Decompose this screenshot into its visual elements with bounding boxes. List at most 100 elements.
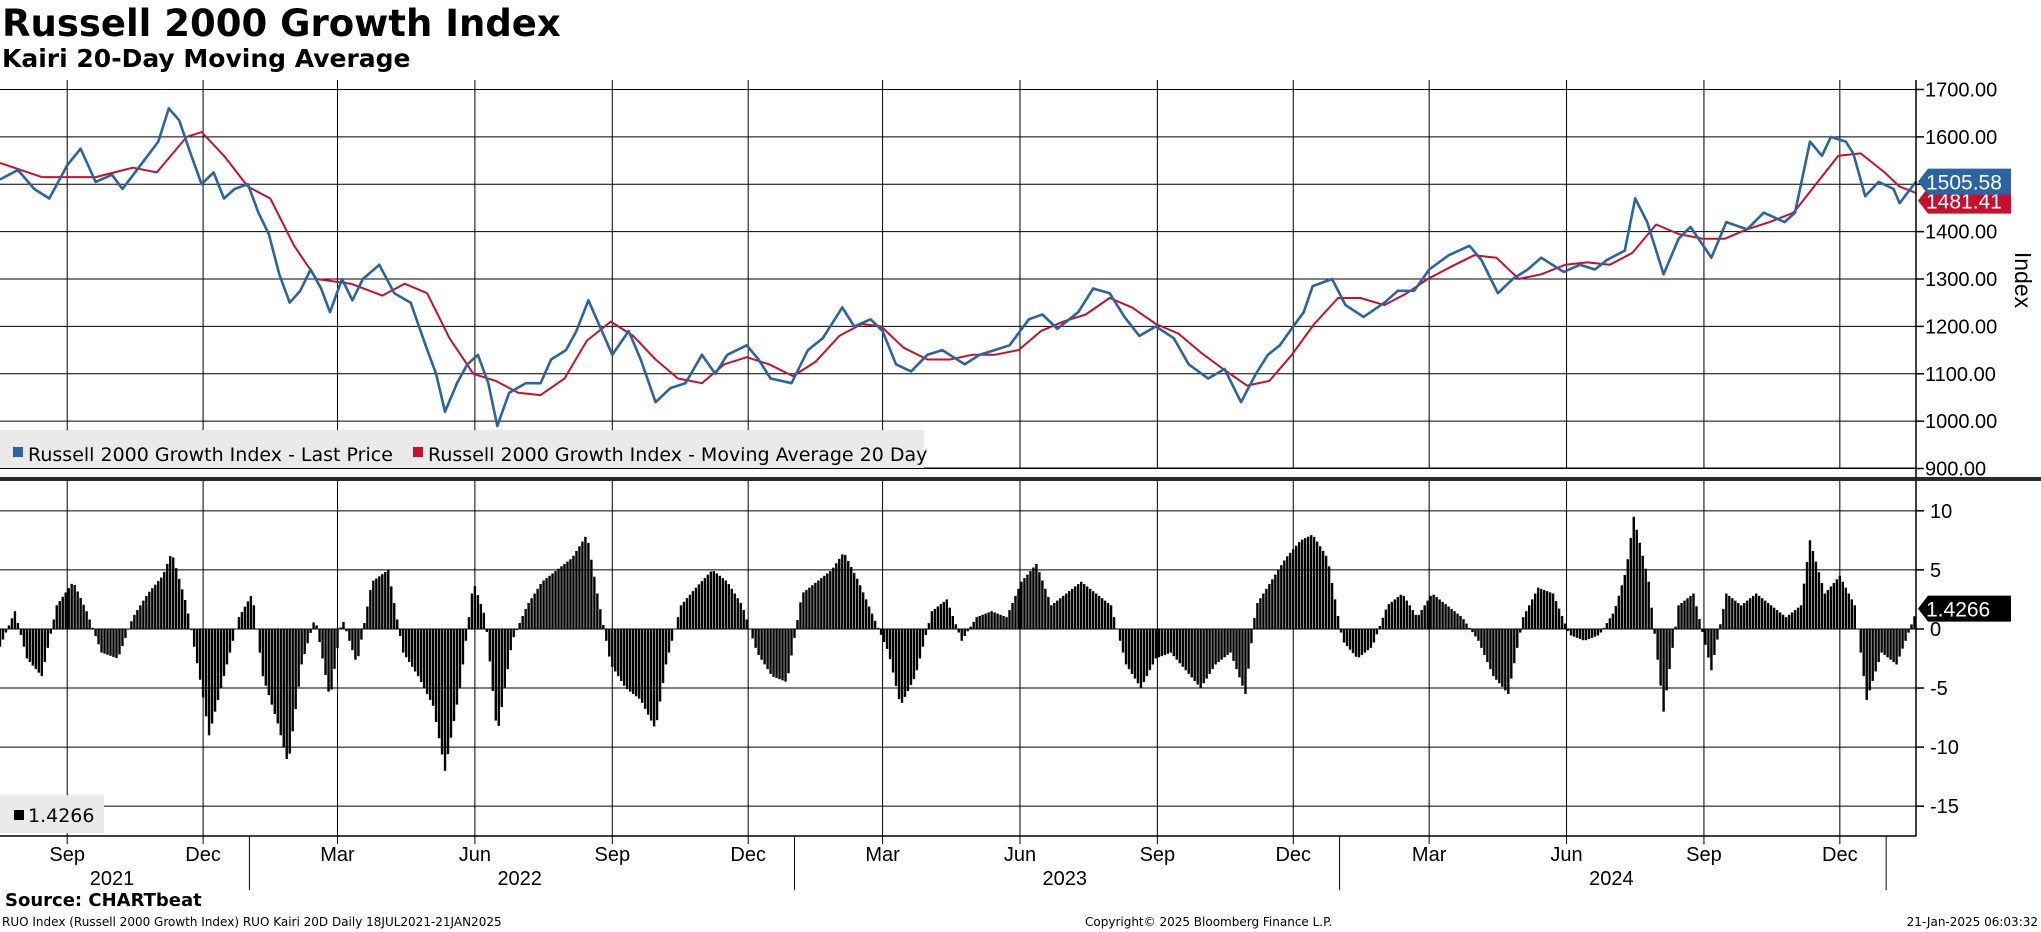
x-tick-label: Mar bbox=[320, 844, 355, 866]
kairi-bar bbox=[1563, 623, 1567, 629]
kairi-bar bbox=[700, 581, 704, 629]
kairi-bar bbox=[1707, 628, 1710, 658]
kairi-bar bbox=[1450, 608, 1453, 629]
kairi-bar bbox=[1408, 605, 1411, 629]
kairi-bar bbox=[303, 628, 306, 654]
kairi-bar bbox=[1641, 555, 1644, 629]
kairi-bar bbox=[826, 573, 829, 629]
kairi-bar bbox=[617, 628, 620, 677]
kairi-bar bbox=[1202, 628, 1205, 684]
kairi-bar bbox=[88, 619, 91, 629]
kairi-bar bbox=[103, 628, 106, 654]
upper-y-axis: 900.00 1000.00 1100.00 1200.00 1300.00 1400.0… bbox=[1916, 79, 1997, 481]
kairi-bar bbox=[1763, 600, 1767, 629]
kairi-bar bbox=[1053, 602, 1056, 629]
kairi-bar bbox=[267, 628, 271, 696]
kairi-bar bbox=[990, 611, 993, 629]
kairi-bar bbox=[927, 623, 931, 629]
kairi-bar bbox=[1318, 546, 1322, 629]
kairi-bar bbox=[503, 628, 506, 689]
kairi-bar bbox=[1581, 628, 1585, 641]
kairi-bar bbox=[136, 610, 139, 629]
kairi-bar bbox=[560, 566, 563, 629]
kairi-bar bbox=[76, 591, 79, 629]
kairi-bar bbox=[1077, 584, 1080, 629]
kairi-bar bbox=[620, 628, 623, 681]
kairi-bar bbox=[1217, 628, 1220, 663]
kairi-bar bbox=[1008, 610, 1011, 629]
kairi-bar bbox=[742, 610, 745, 629]
kairi-bar bbox=[551, 573, 554, 629]
kairi-bar bbox=[1548, 592, 1552, 629]
kairi-bar bbox=[1205, 628, 1208, 679]
kairi-bar bbox=[1229, 628, 1232, 653]
kairi-bar bbox=[739, 602, 742, 629]
kairi-bar bbox=[930, 611, 934, 629]
kairi-bar bbox=[1865, 628, 1868, 700]
kairi-bar bbox=[1749, 598, 1752, 629]
kairi-bar bbox=[333, 628, 336, 669]
kairi-bar bbox=[1324, 555, 1328, 629]
kairi-bar bbox=[1280, 565, 1283, 629]
kairi-bar bbox=[416, 628, 420, 677]
kairi-bar bbox=[545, 578, 548, 629]
kairi-bar bbox=[703, 577, 707, 629]
kairi-bar bbox=[799, 602, 802, 629]
kairi-bar bbox=[676, 617, 680, 629]
kairi-bar bbox=[1121, 628, 1125, 653]
kairi-bar bbox=[1312, 536, 1316, 629]
kairi-bar bbox=[623, 628, 626, 686]
kairi-bar bbox=[1850, 599, 1853, 629]
kairi-bar bbox=[1662, 628, 1665, 712]
kairi-bar bbox=[1399, 594, 1402, 629]
kairi-bar bbox=[449, 628, 453, 738]
kairi-bar bbox=[228, 628, 232, 653]
kairi-bar bbox=[1683, 600, 1686, 629]
kairi-bar bbox=[183, 600, 187, 629]
kairi-bar bbox=[1091, 591, 1095, 629]
kairi-bar bbox=[1883, 628, 1886, 655]
kairi-bar bbox=[1286, 556, 1289, 629]
kairi-bar bbox=[366, 606, 369, 629]
kairi-bar bbox=[999, 614, 1002, 629]
kairi-bar bbox=[34, 628, 38, 670]
kairi-bar bbox=[1166, 628, 1170, 654]
kairi-bar bbox=[482, 612, 486, 629]
kairi-bar bbox=[605, 628, 608, 641]
kairi-bar bbox=[629, 628, 632, 692]
kairi-bar bbox=[425, 628, 429, 694]
kairi-bar bbox=[1787, 614, 1791, 629]
footer-description: RUO Index (Russell 2000 Growth Index) RU… bbox=[2, 915, 502, 929]
kairi-bar bbox=[1381, 617, 1385, 629]
kairi-bar bbox=[1044, 588, 1047, 629]
kairi-bar bbox=[1, 628, 5, 640]
kairi-bar bbox=[1184, 628, 1187, 671]
lower-tick-label: 0 bbox=[1930, 619, 1941, 641]
kairi-bar bbox=[873, 620, 877, 629]
kairi-bar bbox=[942, 601, 946, 629]
kairi-bar bbox=[1220, 628, 1223, 660]
kairi-bar bbox=[1277, 569, 1280, 629]
kairi-bar bbox=[912, 628, 916, 680]
kairi-bar bbox=[649, 628, 653, 721]
kairi-bar bbox=[157, 581, 160, 629]
kairi-bar bbox=[1369, 628, 1373, 648]
kairi-bar bbox=[339, 627, 342, 629]
kairi-bar bbox=[396, 619, 399, 629]
kairi-bar bbox=[1136, 628, 1140, 684]
kairi-bar bbox=[1253, 617, 1256, 629]
kairi-bar bbox=[172, 557, 175, 629]
kairi-bar bbox=[1826, 589, 1830, 629]
kairi-bar bbox=[476, 594, 480, 629]
kairi-bar bbox=[1471, 628, 1474, 633]
kairi-bar bbox=[1465, 623, 1468, 629]
kairi-bar bbox=[500, 628, 503, 707]
kairi-bar bbox=[354, 628, 357, 660]
kairi-bar bbox=[1071, 588, 1074, 629]
kairi-bar bbox=[166, 563, 169, 629]
kairi-bar bbox=[494, 628, 498, 721]
kairi-bar bbox=[497, 628, 500, 726]
kairi-bar bbox=[1602, 627, 1606, 629]
kairi-bar bbox=[1769, 605, 1773, 629]
